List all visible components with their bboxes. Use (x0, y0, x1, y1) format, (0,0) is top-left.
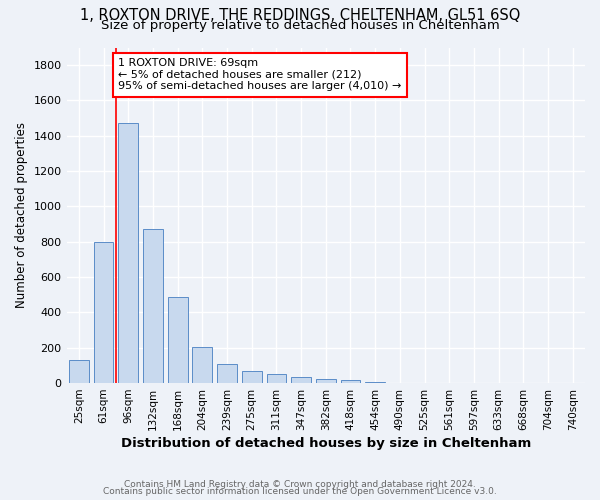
Bar (193, 347, 212, 383)
Bar (69, 360, 89, 383)
Bar (390, 382, 410, 383)
Bar (94, 242, 113, 383)
Bar (118, 124, 138, 383)
Bar (341, 380, 361, 383)
X-axis label: Distribution of detached houses by size in Cheltenham: Distribution of detached houses by size … (121, 437, 531, 450)
Text: Contains HM Land Registry data © Crown copyright and database right 2024.: Contains HM Land Registry data © Crown c… (124, 480, 476, 489)
Bar (291, 377, 311, 383)
Text: Contains public sector information licensed under the Open Government Licence v3: Contains public sector information licen… (103, 487, 497, 496)
Bar (266, 374, 286, 383)
Y-axis label: Number of detached properties: Number of detached properties (15, 122, 28, 308)
Bar (168, 296, 188, 383)
Bar (316, 378, 335, 383)
Bar (217, 364, 237, 383)
Text: 1 ROXTON DRIVE: 69sqm
← 5% of detached houses are smaller (212)
95% of semi-deta: 1 ROXTON DRIVE: 69sqm ← 5% of detached h… (118, 58, 402, 92)
Text: Size of property relative to detached houses in Cheltenham: Size of property relative to detached ho… (101, 18, 499, 32)
Bar (143, 228, 163, 383)
Bar (365, 382, 385, 383)
Text: 1, ROXTON DRIVE, THE REDDINGS, CHELTENHAM, GL51 6SQ: 1, ROXTON DRIVE, THE REDDINGS, CHELTENHA… (80, 8, 520, 22)
Bar (242, 370, 262, 383)
